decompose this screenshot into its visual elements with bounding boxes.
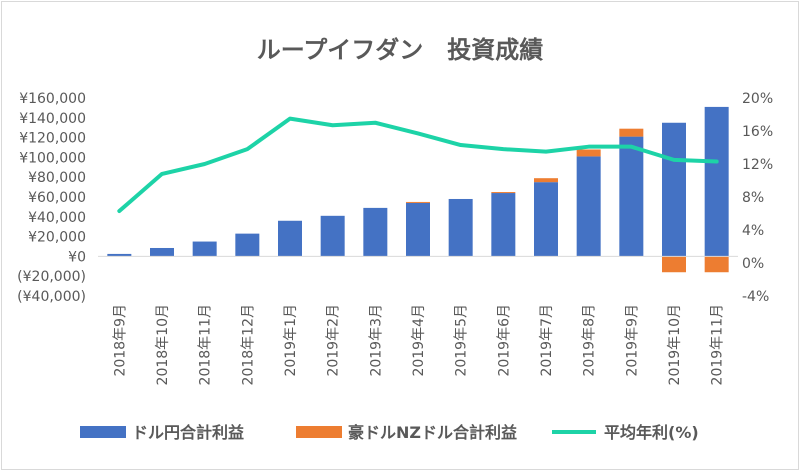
bar-audnzd: [704, 256, 729, 273]
bar-usdjpy: [150, 247, 174, 257]
y-right-tick-label: 16%: [742, 124, 773, 140]
bar-usdjpy: [619, 136, 644, 257]
y-right-tick-label: 4%: [742, 223, 764, 239]
x-axis-label: 2019年6月: [496, 304, 512, 377]
x-axis-label: 2019年8月: [582, 304, 598, 377]
bar-usdjpy: [192, 241, 217, 257]
bar-usdjpy: [576, 156, 601, 257]
legend-label: ドル円合計利益: [132, 423, 244, 442]
x-axis-label: 2019年3月: [368, 304, 384, 377]
y-left-tick-label: ¥80,000: [28, 170, 86, 186]
y-left-tick-label: ¥40,000: [28, 210, 86, 226]
x-axis-label: 2018年12月: [240, 304, 256, 385]
y-right-tick-label: 12%: [742, 157, 773, 173]
y-left-tick-label: ¥100,000: [19, 150, 86, 166]
y-left-tick-label: ¥20,000: [28, 230, 86, 246]
y-right-ticks: 20% 16% 12% 8% 4% 0% -4%: [742, 91, 773, 305]
bar-audnzd: [662, 256, 686, 273]
legend-swatch: [296, 426, 342, 438]
x-axis-label: 2019年2月: [326, 304, 342, 377]
bar-usdjpy: [235, 233, 260, 257]
bar-audnzd: [406, 201, 430, 203]
x-axis-label: 2019年10月: [667, 304, 683, 385]
y-left-ticks: ¥160,000 ¥140,000 ¥120,000 ¥100,000 ¥80,000 ¥…: [17, 91, 86, 305]
y-left-tick-label: ¥60,000: [28, 190, 86, 206]
legend: ドル円合計利益 豪ドルNZドル合計利益 平均年利(%): [80, 423, 699, 442]
bar-audnzd: [576, 149, 601, 157]
bar-usdjpy: [704, 106, 729, 257]
bar-usdjpy: [534, 182, 558, 257]
y-right-tick-label: 8%: [742, 190, 764, 206]
y-right-tick-label: 0%: [742, 256, 764, 272]
legend-swatch: [80, 426, 126, 438]
x-axis-labels: 2018年9月 2018年10月 2018年11月 2018年12月 2019年1月 20…: [112, 304, 725, 385]
x-axis-label: 2019年9月: [624, 304, 640, 377]
bars-group: [107, 106, 729, 273]
legend-label: 平均年利(%): [604, 423, 699, 442]
x-axis-label: 2018年11月: [198, 304, 214, 385]
x-axis-label: 2018年10月: [155, 304, 171, 385]
y-left-tick-label: ¥160,000: [19, 91, 86, 107]
bar-usdjpy: [406, 202, 430, 257]
bar-audnzd: [534, 178, 558, 183]
y-left-tick-label: ¥140,000: [19, 111, 86, 127]
x-axis-label: 2019年7月: [539, 304, 555, 377]
bar-usdjpy: [107, 253, 132, 257]
x-axis-label: 2019年5月: [454, 304, 470, 377]
y-left-tick-label: (¥20,000): [17, 269, 86, 285]
line-average-yield: [117, 116, 719, 214]
y-right-tick-label: 20%: [742, 91, 773, 107]
bar-usdjpy: [448, 198, 473, 257]
x-axis-label: 2019年11月: [710, 304, 726, 385]
bar-usdjpy: [278, 220, 302, 257]
y-left-tick-label: (¥40,000): [17, 289, 86, 305]
x-axis-label: 2019年1月: [283, 304, 299, 377]
y-left-tick-label: ¥120,000: [19, 131, 86, 147]
bar-audnzd: [619, 128, 644, 137]
bar-usdjpy: [363, 207, 388, 257]
bar-usdjpy: [662, 122, 686, 257]
legend-label: 豪ドルNZドル合計利益: [348, 423, 517, 442]
line-series-group: [117, 116, 719, 214]
bar-usdjpy: [320, 215, 345, 257]
y-right-tick-label: -4%: [742, 289, 769, 305]
bar-usdjpy: [491, 193, 516, 257]
x-axis-label: 2019年4月: [411, 304, 427, 377]
bar-audnzd: [491, 192, 516, 194]
y-left-tick-label: ¥0: [68, 249, 86, 265]
x-axis-label: 2018年9月: [112, 304, 128, 377]
chart-title: ループイフダン 投資成績: [257, 36, 544, 64]
